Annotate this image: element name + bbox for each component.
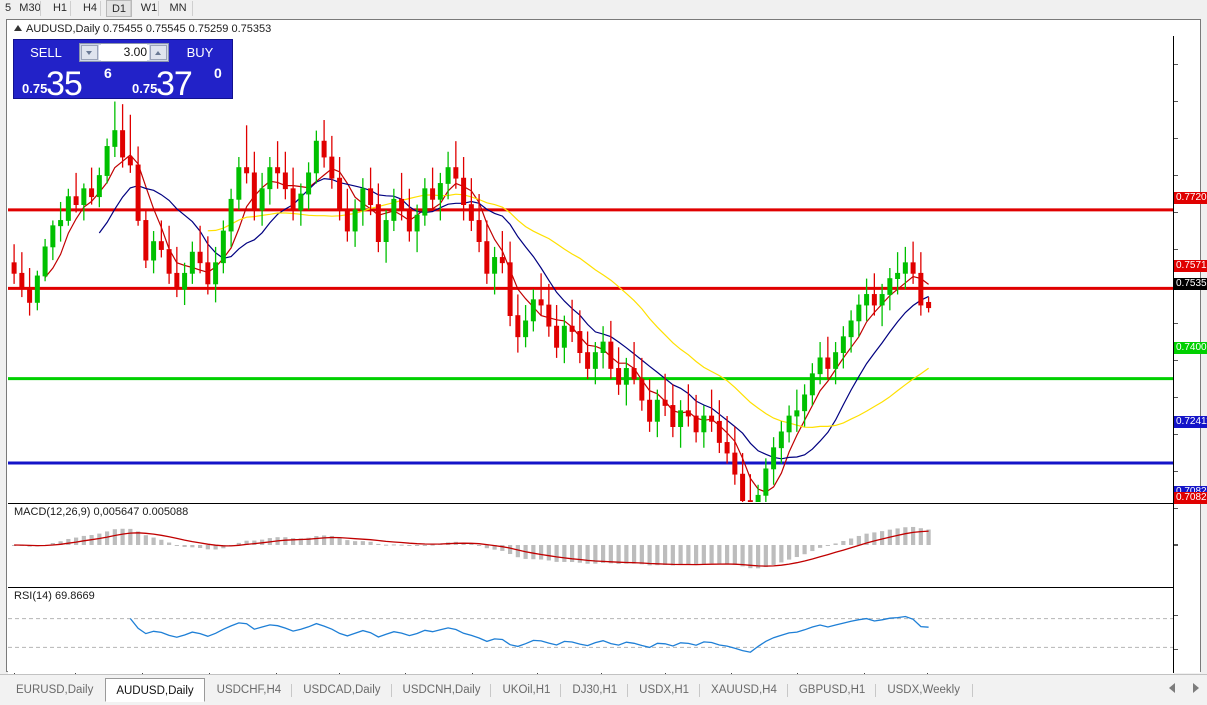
tab-scroll-left-icon[interactable] — [1169, 683, 1175, 693]
price-tick — [1174, 249, 1178, 250]
sell-price-big: 35 — [46, 65, 83, 103]
sell-price-cell[interactable]: 0.75 35 6 — [16, 65, 122, 103]
tab-separator — [786, 684, 788, 697]
volume-decrease-button[interactable] — [81, 45, 98, 60]
price-level-tag: 0.72411 — [1174, 416, 1207, 428]
volume-increase-button[interactable] — [150, 45, 167, 60]
tab-scroll-arrows[interactable] — [1167, 683, 1201, 697]
timeframe-m30-button[interactable]: M30 — [19, 2, 41, 14]
price-tick — [1174, 175, 1178, 176]
chart-tab-usdchf-h4[interactable]: USDCHF,H4 — [216, 684, 282, 696]
tab-separator — [627, 684, 629, 697]
tab-scroll-right-icon[interactable] — [1193, 683, 1199, 693]
macd-chart-svg — [12, 526, 931, 569]
sell-price-prefix: 0.75 — [22, 81, 48, 96]
price-chart-svg — [8, 101, 1174, 502]
oct-top-row: SELL 3.00 BUY — [14, 40, 232, 65]
price-scale[interactable]: 0.799600.792600.785600.778600.771600.764… — [1173, 36, 1200, 673]
tab-separator — [699, 684, 701, 697]
volume-stepper[interactable]: 3.00 — [79, 43, 169, 62]
toolbar-separator — [40, 1, 41, 16]
price-tick — [1174, 138, 1178, 139]
price-tick — [1174, 434, 1178, 435]
buy-price-prefix: 0.75 — [132, 81, 158, 96]
chart-title: AUDUSD,Daily 0.75455 0.75545 0.75259 0.7… — [14, 23, 271, 35]
timeframe-d1-button[interactable]: D1 — [106, 0, 132, 17]
price-tick — [1174, 471, 1178, 472]
price-level-tag: 0.75353 — [1174, 278, 1207, 290]
buy-price-big: 37 — [156, 65, 193, 103]
chart-tab-dj30-h1[interactable]: DJ30,H1 — [572, 684, 618, 696]
toolbar-separator — [70, 1, 71, 16]
macd-pane[interactable] — [8, 503, 1174, 588]
collapse-triangle-icon[interactable] — [14, 25, 22, 32]
price-tick — [1174, 545, 1178, 546]
toolbar-separator — [100, 1, 101, 16]
price-tick — [1174, 508, 1178, 509]
chart-tab-usdcnh-daily[interactable]: USDCNH,Daily — [402, 684, 481, 696]
price-pane[interactable] — [8, 36, 1174, 502]
timeframe-toolbar: 5 M30 H1 H4 D1 W1 MN — [0, 0, 1207, 17]
buy-button[interactable]: BUY — [171, 42, 229, 63]
one-click-trading-panel[interactable]: SELL 3.00 BUY 0.75 35 6 0.75 37 0 — [13, 39, 233, 103]
timeframe-h1-button[interactable]: H1 — [52, 2, 68, 14]
tab-separator — [971, 684, 973, 697]
timeframe-5-button[interactable]: 5 — [4, 2, 12, 14]
chart-tab-ukoil-h1[interactable]: UKOil,H1 — [502, 684, 551, 696]
sell-button[interactable]: SELL — [17, 42, 75, 63]
chart-tab-xauusd-h4[interactable]: XAUUSD,H4 — [711, 684, 777, 696]
rsi-label: RSI(14) 69.8669 — [14, 590, 95, 602]
rsi-tick — [1174, 615, 1178, 616]
chart-area[interactable]: AUDUSD,Daily 0.75455 0.75545 0.75259 0.7… — [6, 19, 1207, 686]
macd-label: MACD(12,26,9) 0,005647 0.005088 — [14, 506, 189, 518]
tab-separator — [390, 684, 392, 697]
tab-separator — [291, 684, 293, 697]
sell-price-superscript: 6 — [104, 65, 112, 81]
timeframe-w1-button[interactable]: W1 — [140, 2, 158, 14]
toolbar-separator — [158, 1, 159, 16]
price-tick — [1174, 397, 1178, 398]
price-tick — [1174, 101, 1178, 102]
price-level-tag: 0.70820 — [1174, 492, 1207, 504]
price-tick — [1174, 323, 1178, 324]
buy-price-cell[interactable]: 0.75 37 0 — [126, 65, 232, 103]
rsi-tick — [1174, 649, 1178, 650]
toolbar-separator — [130, 1, 131, 16]
chart-tab-usdx-weekly[interactable]: USDX,Weekly — [887, 684, 960, 696]
price-level-tag: 0.74007 — [1174, 342, 1207, 354]
toolbar-separator — [192, 1, 193, 16]
macd-tick — [1174, 544, 1178, 545]
price-tick — [1174, 212, 1178, 213]
chart-tab-eurusd-daily[interactable]: EURUSD,Daily — [16, 684, 94, 696]
timeframe-h4-button[interactable]: H4 — [82, 2, 98, 14]
price-level-tag: 0.75716 — [1174, 260, 1207, 272]
tab-separator — [490, 684, 492, 697]
chart-tab-audusd-daily[interactable]: AUDUSD,Daily — [105, 678, 205, 702]
rsi-pane[interactable] — [8, 587, 1174, 674]
volume-input[interactable]: 3.00 — [101, 44, 147, 61]
tab-separator — [560, 684, 562, 697]
chart-title-text: AUDUSD,Daily 0.75455 0.75545 0.75259 0.7… — [26, 23, 272, 35]
buy-price-superscript: 0 — [214, 65, 222, 81]
tab-separator — [875, 684, 877, 697]
chart-tab-usdx-h1[interactable]: USDX,H1 — [639, 684, 690, 696]
timeframe-mn-button[interactable]: MN — [169, 2, 187, 14]
chart-tab-gbpusd-h1[interactable]: GBPUSD,H1 — [798, 684, 866, 696]
price-tick — [1174, 64, 1178, 65]
chart-tab-bar[interactable]: EURUSD,Daily AUDUSD,Daily USDCHF,H4 USDCAD,… — [0, 674, 1207, 705]
rsi-chart-svg — [8, 615, 1174, 653]
chart-tab-usdcad-daily[interactable]: USDCAD,Daily — [303, 684, 381, 696]
price-tick — [1174, 360, 1178, 361]
